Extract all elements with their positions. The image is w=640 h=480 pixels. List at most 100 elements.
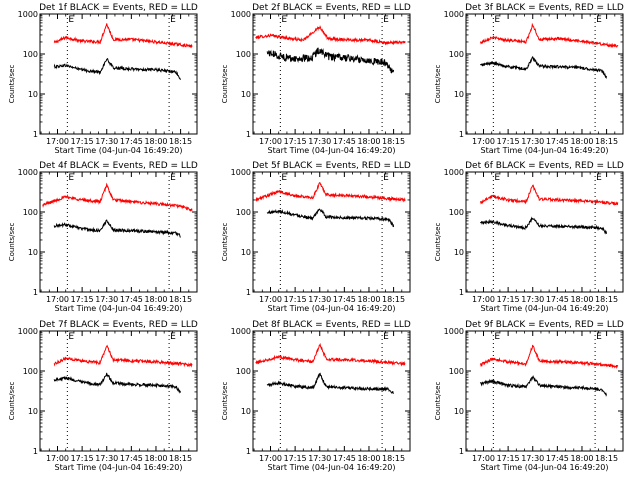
y-tick-label: 10 [241,90,251,99]
x-tick-label: 18:00 [144,454,167,463]
y-tick-label: 1000 [18,10,38,19]
x-tick-label: 17:45 [546,137,569,146]
y-axis-label: Counts/sec [434,223,442,262]
event-marker-label: E [494,173,500,183]
panel-det-9: Det 9f BLACK = Events, RED = LLD 1 10 100 10… [434,320,624,472]
lld-series-line [255,342,406,367]
x-tick-label: 18:15 [382,137,405,146]
x-tick-label: 18:00 [570,137,593,146]
y-tick-label: 10 [454,90,464,99]
event-marker-label: E [596,15,602,25]
event-marker-label: E [68,173,74,183]
plot-frame [39,171,198,293]
x-tick-label: 17:30 [521,295,544,304]
x-tick-label: 17:00 [472,295,495,304]
x-axis-label: Start Time (04-Jun-04 16:49:20) [481,304,609,313]
x-tick-label: 17:45 [333,454,356,463]
events-series-line [479,375,608,397]
y-tick-label: 10 [28,90,38,99]
panel-det-2: Det 2f BLACK = Events, RED = LLD 1 10 100 10… [221,3,411,155]
plot-frame [39,13,198,135]
y-tick-label: 10 [454,407,464,416]
events-series-line [53,57,181,81]
x-axis-label: Start Time (04-Jun-04 16:49:20) [268,146,396,155]
y-tick-label: 1000 [231,168,251,177]
plot-frame [465,171,624,293]
y-axis-label: Counts/sec [434,382,442,421]
y-tick-label: 1 [246,130,251,139]
x-tick-label: 17:30 [308,137,331,146]
x-tick-label: 18:15 [595,295,618,304]
x-tick-label: 18:00 [357,295,380,304]
x-tick-label: 17:00 [472,454,495,463]
x-tick-label: 17:15 [71,137,94,146]
panel-title: Det 1f BLACK = Events, RED = LLD [39,3,198,13]
events-series-line [266,47,395,74]
x-tick-label: 17:45 [120,454,143,463]
event-marker-label: E [68,332,74,342]
y-tick-label: 10 [241,407,251,416]
y-tick-label: 1000 [231,10,251,19]
plot-frame [465,330,624,452]
y-tick-label: 1000 [231,327,251,336]
event-marker-label: E [596,332,602,342]
event-marker-label: E [281,15,287,25]
y-tick-label: 1000 [18,168,38,177]
panel-title: Det 5f BLACK = Events, RED = LLD [252,161,411,171]
events-series-line [266,208,395,228]
lld-series-line [255,181,406,203]
event-marker-label: E [68,15,74,25]
lld-series-line [53,23,193,49]
y-tick-label: 1000 [444,10,464,19]
x-tick-label: 18:15 [595,137,618,146]
x-axis-label: Start Time (04-Jun-04 16:49:20) [55,463,183,472]
x-tick-label: 17:15 [497,295,520,304]
plot-frame [252,330,411,452]
lld-series-line [255,25,406,46]
x-tick-label: 17:30 [95,295,118,304]
events-series-line [479,216,608,235]
x-tick-label: 18:00 [357,454,380,463]
panel-title: Det 8f BLACK = Events, RED = LLD [252,320,411,330]
lld-series-line [479,184,619,206]
y-tick-label: 100 [449,367,464,376]
panel-title: Det 9f BLACK = Events, RED = LLD [465,320,624,330]
x-tick-label: 17:00 [46,295,69,304]
x-tick-label: 18:00 [357,137,380,146]
plot-frame [39,330,198,452]
event-marker-label: E [170,332,176,342]
x-axis-label: Start Time (04-Jun-04 16:49:20) [481,463,609,472]
y-axis-label: Counts/sec [221,223,229,262]
panel-det-1: Det 1f BLACK = Events, RED = LLD 1 10 100 10… [8,3,198,155]
x-tick-label: 18:15 [169,137,192,146]
y-tick-label: 10 [28,248,38,257]
x-tick-label: 17:00 [472,137,495,146]
y-tick-label: 10 [28,407,38,416]
y-axis-label: Counts/sec [221,65,229,104]
event-marker-label: E [383,15,389,25]
event-marker-label: E [281,173,287,183]
y-tick-label: 1 [459,130,464,139]
lld-series-line [42,182,193,212]
y-tick-label: 10 [241,248,251,257]
x-tick-label: 17:30 [308,295,331,304]
x-tick-label: 17:15 [284,454,307,463]
event-marker-label: E [383,332,389,342]
y-tick-label: 100 [23,367,38,376]
panel-title: Det 4f BLACK = Events, RED = LLD [39,161,198,171]
lld-series-line [479,344,619,369]
events-series-line [479,55,608,80]
x-tick-label: 18:15 [382,295,405,304]
events-series-line [266,372,394,395]
panel-det-3: Det 3f BLACK = Events, RED = LLD 1 10 100 10… [434,3,624,155]
x-tick-label: 17:45 [546,454,569,463]
x-tick-label: 17:30 [95,454,118,463]
y-tick-label: 1 [33,288,38,297]
x-axis-label: Start Time (04-Jun-04 16:49:20) [268,463,396,472]
y-tick-label: 1 [246,447,251,456]
y-axis-label: Counts/sec [8,382,16,421]
x-tick-label: 17:30 [95,137,118,146]
x-tick-label: 18:15 [382,454,405,463]
x-tick-label: 17:45 [120,295,143,304]
